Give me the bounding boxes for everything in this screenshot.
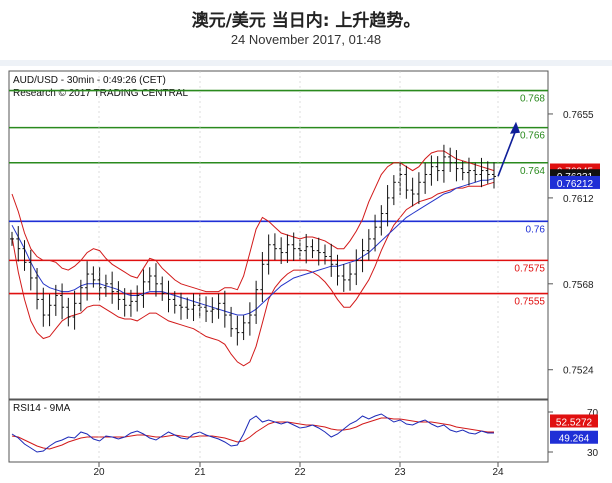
level-label-2: 0.764 bbox=[520, 166, 545, 177]
price-panel-frame bbox=[8, 70, 549, 400]
rsi-line bbox=[11, 413, 494, 453]
price-badge-2 bbox=[550, 175, 600, 189]
rsi-panel-label: RSI14 - 9MA bbox=[13, 403, 71, 414]
chart-title: 澳元/美元 当日内: 上升趋势。 bbox=[191, 11, 421, 31]
target-arrow-shaft bbox=[497, 129, 517, 177]
x-tick-label-2: 22 bbox=[294, 467, 306, 478]
price-y-tick-label-3: 0.7524 bbox=[563, 366, 594, 377]
x-tick-label-0: 20 bbox=[93, 467, 105, 478]
rsi-badge-0 bbox=[550, 414, 598, 428]
level-label-1: 0.766 bbox=[520, 131, 545, 142]
price-badges: 0.762450.762310.76212 bbox=[550, 163, 600, 190]
target-arrow bbox=[497, 121, 520, 177]
level-label-4: 0.7575 bbox=[514, 263, 545, 274]
rsi-badge-label-1: 49.264 bbox=[559, 434, 590, 445]
bollinger-lower-line bbox=[11, 181, 495, 367]
rsi-badge-1 bbox=[550, 430, 598, 444]
rsi-badge-label-0: 52.5272 bbox=[556, 417, 593, 428]
chart-subtitle: 24 November 2017, 01:48 bbox=[230, 32, 382, 47]
x-tick-label-3: 23 bbox=[394, 467, 406, 478]
chart-info-line2: Research © 2017 TRADING CENTRAL bbox=[13, 88, 188, 99]
chart-info-line1: AUD/USD - 30min - 0:49:26 (CET) bbox=[13, 75, 166, 86]
rsi-y-tick-label-0: 70 bbox=[587, 408, 599, 419]
price-y-tick-label-0: 0.7655 bbox=[563, 110, 594, 121]
target-arrow-head bbox=[510, 121, 520, 134]
bollinger-bands bbox=[11, 150, 495, 367]
price-y-tick-label-1: 0.7612 bbox=[563, 194, 594, 205]
x-tick-label-1: 21 bbox=[194, 467, 206, 478]
rsi-panel-frame bbox=[8, 399, 549, 463]
rsi-ma-line bbox=[11, 417, 494, 450]
header-divider bbox=[0, 60, 612, 66]
level-label-3: 0.76 bbox=[526, 224, 546, 235]
price-y-axis: 0.7655 0.7612 0.7568 0.7524 bbox=[548, 110, 594, 377]
price-badge-label-2: 0.76212 bbox=[557, 179, 594, 190]
level-label-0: 0.768 bbox=[520, 94, 545, 105]
price-series bbox=[10, 144, 496, 346]
rsi-series: 70 30 52.5272 49.264 bbox=[11, 408, 599, 459]
moving-average-line bbox=[11, 177, 495, 316]
x-tick-label-4: 24 bbox=[492, 467, 504, 478]
price-y-tick-label-2: 0.7568 bbox=[563, 280, 594, 291]
rsi-y-tick-label-1: 30 bbox=[587, 448, 599, 459]
level-label-5: 0.7555 bbox=[514, 297, 545, 308]
x-axis: 20 21 22 23 24 bbox=[93, 71, 504, 478]
bollinger-upper-line bbox=[11, 150, 495, 293]
header: 澳元/美元 当日内: 上升趋势。 24 November 2017, 01:48 bbox=[0, 0, 612, 62]
